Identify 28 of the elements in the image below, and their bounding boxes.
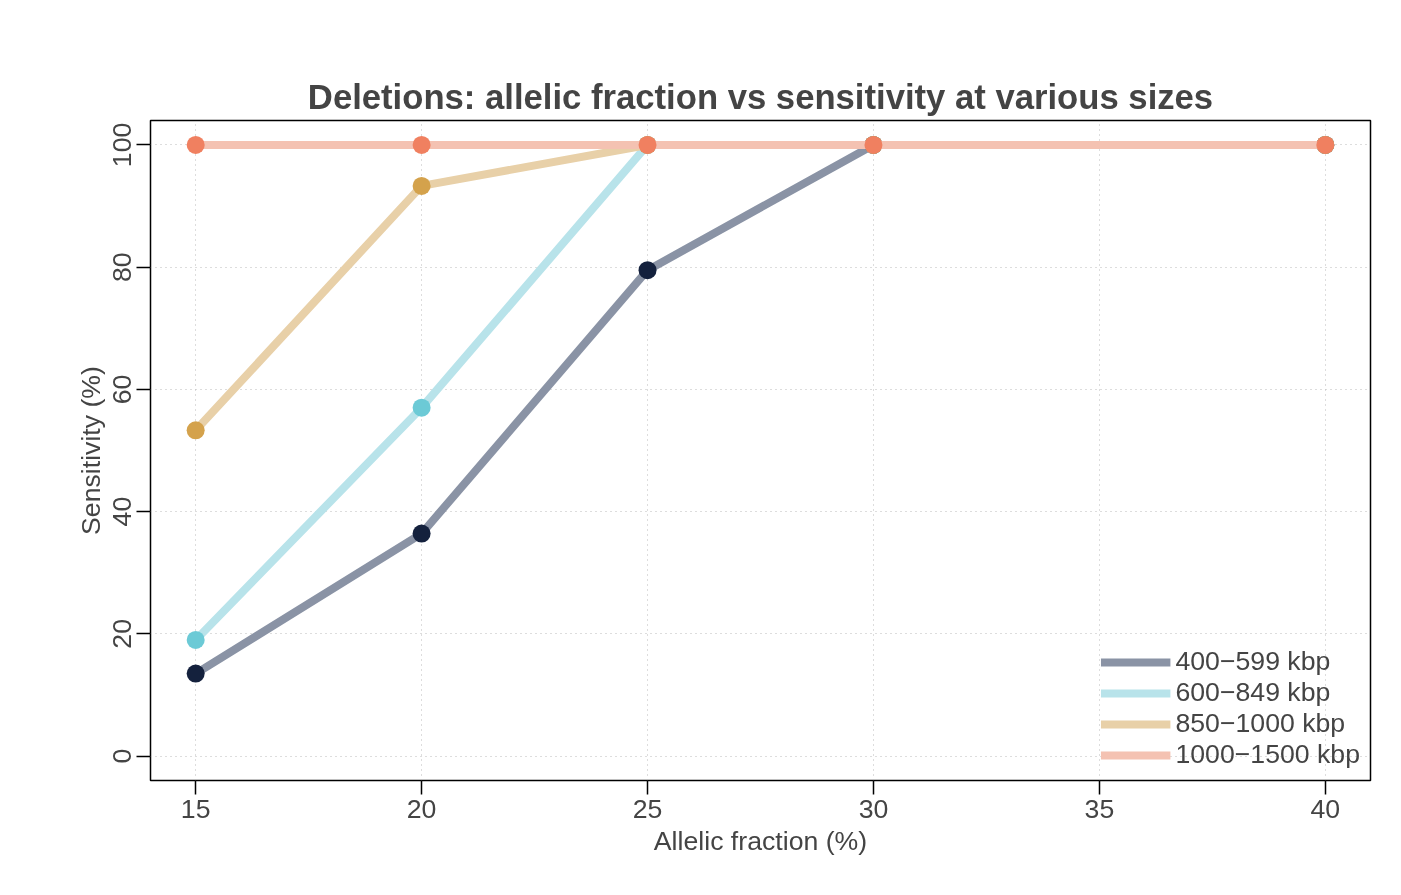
x-tick-label: 15 [180,793,211,824]
legend-label: 600−849 kbp [1175,677,1331,708]
y-tick-label: 0 [107,748,138,764]
x-tick-label: 40 [1310,793,1341,824]
point [412,135,431,154]
point [412,524,431,543]
point [186,630,205,649]
y-tick-label: 100 [107,122,138,168]
point [412,176,431,195]
y-axis-title: Sensitivity (%) [75,366,106,535]
legend-label: 1000−1500 kbp [1175,739,1360,770]
y-tick-label: 40 [107,496,138,527]
y-tick-label: 80 [107,252,138,282]
point [186,135,205,154]
x-tick-label: 25 [632,793,663,824]
legend-label: 400−599 kbp [1175,646,1331,677]
point [186,664,205,683]
x-tick-label: 30 [858,793,889,824]
y-tick-label: 60 [107,374,138,405]
point [638,261,657,280]
x-axis-title: Allelic fraction (%) [653,825,868,856]
y-tick-label: 20 [107,619,138,649]
point [412,398,431,417]
chart-title: Deletions: allelic fraction vs sensitivity at various sizes [307,77,1214,116]
point [186,421,205,440]
legend-label: 850−1000 kbp [1175,708,1346,739]
x-tick-label: 20 [406,793,437,824]
x-tick-label: 35 [1084,793,1115,824]
